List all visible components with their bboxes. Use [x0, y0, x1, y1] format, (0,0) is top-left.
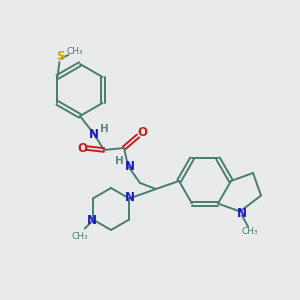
Text: CH₃: CH₃ [242, 227, 258, 236]
Text: N: N [237, 207, 247, 220]
Text: N: N [87, 214, 97, 227]
Text: CH₃: CH₃ [66, 47, 83, 56]
Text: O: O [137, 125, 147, 139]
Text: H: H [100, 124, 108, 134]
Text: H: H [115, 156, 123, 166]
Text: O: O [77, 142, 87, 154]
Text: S: S [56, 50, 65, 64]
Text: N: N [125, 160, 135, 173]
Text: CH₃: CH₃ [71, 232, 88, 241]
Text: N: N [125, 191, 135, 204]
Text: N: N [89, 128, 99, 140]
